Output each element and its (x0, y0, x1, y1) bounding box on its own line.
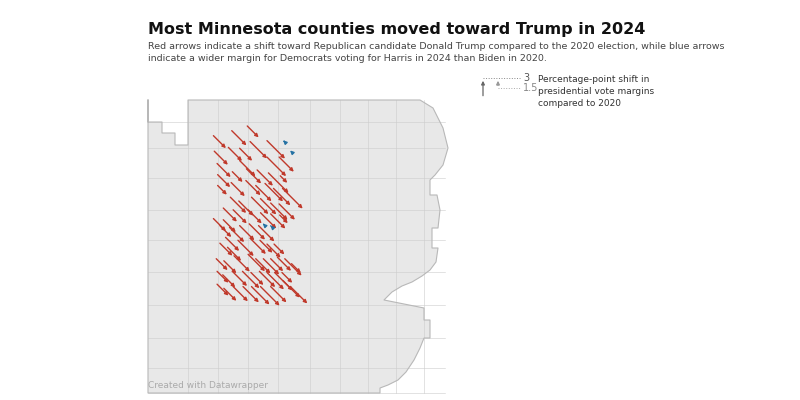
Text: Most Minnesota counties moved toward Trump in 2024: Most Minnesota counties moved toward Tru… (148, 22, 646, 37)
Text: 3: 3 (523, 73, 529, 83)
Text: Percentage-point shift in
presidential vote margins
compared to 2020: Percentage-point shift in presidential v… (538, 75, 654, 108)
Text: Created with Datawrapper: Created with Datawrapper (148, 381, 268, 390)
Text: Red arrows indicate a shift toward Republican candidate Donald Trump compared to: Red arrows indicate a shift toward Repub… (148, 42, 725, 63)
Text: 1.5: 1.5 (523, 83, 538, 93)
Polygon shape (148, 100, 448, 393)
